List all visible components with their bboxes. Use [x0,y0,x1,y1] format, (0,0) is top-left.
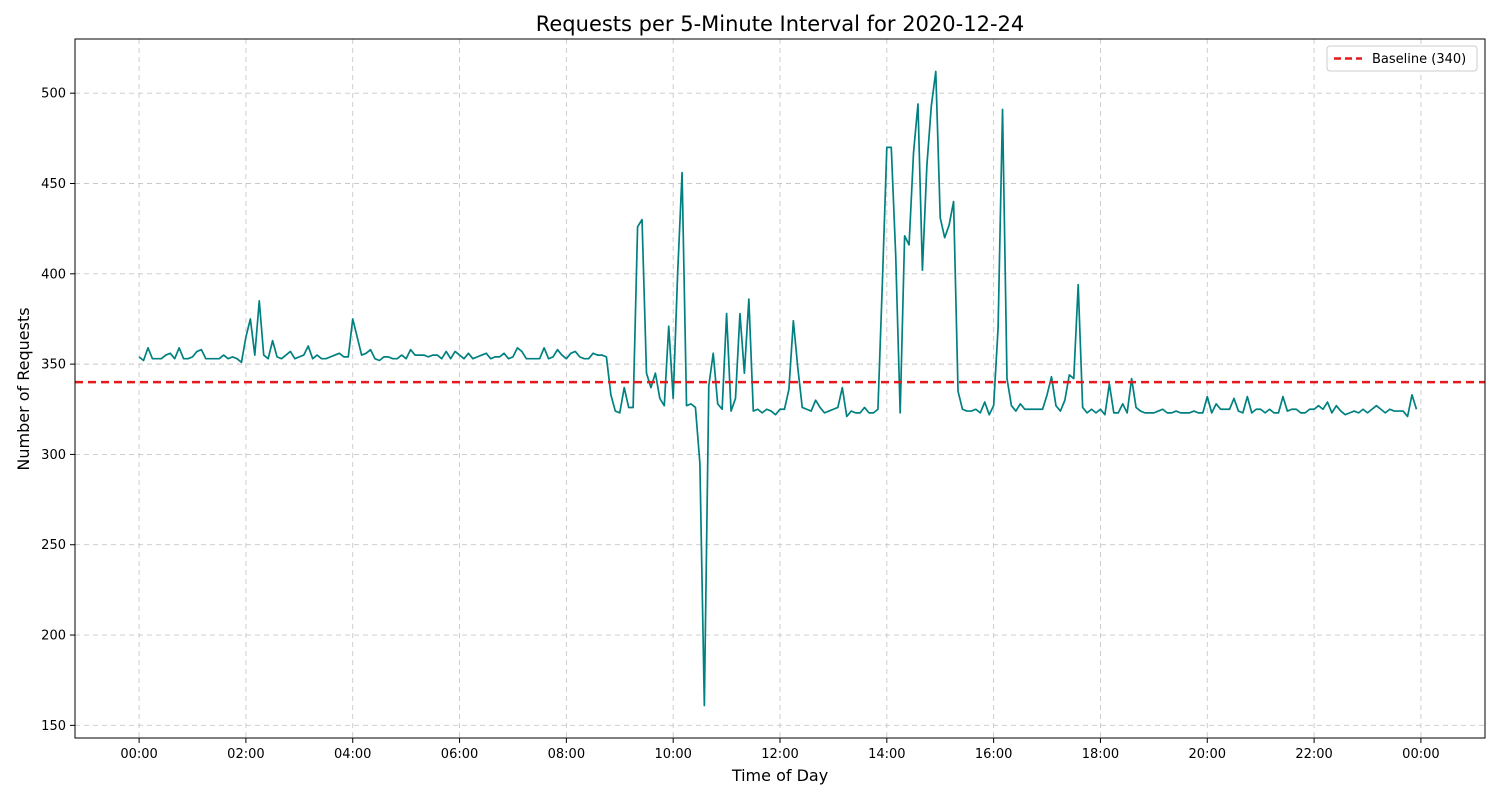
y-tick-label: 200 [41,629,66,644]
x-tick-label: 02:00 [227,747,264,762]
x-tick-label: 12:00 [761,747,798,762]
x-tick-label: 00:00 [120,747,157,762]
x-tick-label: 10:00 [654,747,691,762]
requests-series-line [138,70,1418,707]
x-tick-label: 22:00 [1295,747,1332,762]
x-tick-label: 04:00 [334,747,371,762]
y-tick-label: 300 [41,448,66,463]
y-tick-label: 500 [41,87,66,102]
y-tick-label: 150 [41,719,66,734]
legend: Baseline (340) [1326,45,1478,72]
x-tick-label: 18:00 [1082,747,1119,762]
x-axis-label: Time of Day [731,766,828,785]
x-tick-label: 14:00 [868,747,905,762]
x-tick-label: 16:00 [975,747,1012,762]
y-tick-label: 250 [41,538,66,553]
y-tick-label: 450 [41,177,66,192]
chart-title: Requests per 5-Minute Interval for 2020-… [536,12,1025,36]
y-tick-label: 400 [41,267,66,282]
legend-baseline-label: Baseline (340) [1372,52,1466,67]
legend-box [1326,45,1478,72]
y-axis-label: Number of Requests [14,307,33,470]
x-tick-label: 20:00 [1189,747,1226,762]
x-tick-label: 00:00 [1402,747,1439,762]
x-tick-label: 06:00 [441,747,478,762]
y-tick-label: 350 [41,358,66,373]
x-tick-label: 08:00 [548,747,585,762]
